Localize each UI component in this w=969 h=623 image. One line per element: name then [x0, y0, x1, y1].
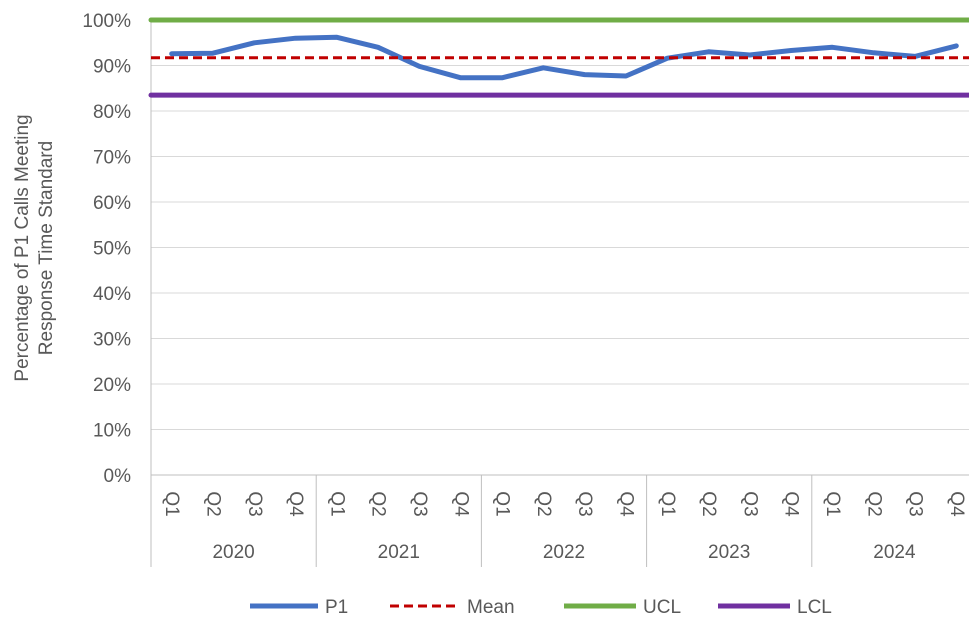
- x-tick-label-quarter: Q2: [863, 491, 884, 516]
- series-line-p1: [169, 34, 959, 81]
- legend-label-p1: P1: [325, 597, 348, 618]
- x-tick-label-year: 2020: [212, 542, 254, 563]
- x-tick-label-quarter: Q2: [533, 491, 554, 516]
- y-tick-label: 90%: [93, 57, 131, 78]
- y-tick-label: 20%: [93, 375, 131, 396]
- y-tick-label: 10%: [93, 421, 131, 442]
- y-axis-tick-labels: 0% 10% 20% 30% 40% 50% 60% 70% 80% 90% 100%: [82, 11, 131, 487]
- y-tick-label: 0%: [104, 466, 132, 487]
- x-tick-label-quarter: Q3: [905, 491, 926, 516]
- x-tick-label-quarter: Q4: [946, 491, 967, 517]
- y-tick-label: 100%: [82, 11, 131, 32]
- y-tick-label: 40%: [93, 284, 131, 305]
- series-lines: [148, 17, 969, 98]
- x-axis: Q1 Q2 Q3 Q4 Q1 Q2 Q3 Q4 Q1 Q2 Q3 Q4 Q1 Q2 Q3 Q4 Q1 Q2 Q3 Q4…: [150, 20, 969, 567]
- legend-label-ucl: UCL: [643, 597, 681, 618]
- x-tick-label-quarter: Q3: [244, 491, 265, 516]
- x-tick-label-year: 2023: [708, 542, 750, 563]
- x-tick-label-quarter: Q4: [781, 491, 802, 517]
- y-tick-label: 80%: [93, 102, 131, 123]
- x-tick-label-quarter: Q1: [657, 491, 678, 516]
- x-tick-label-quarter: Q4: [615, 491, 636, 517]
- legend-label-lcl: LCL: [797, 597, 832, 618]
- x-tick-label-year: 2024: [873, 542, 916, 563]
- y-tick-label: 30%: [93, 330, 131, 351]
- gridlines: [151, 19, 969, 476]
- y-axis-title-line-1: Percentage of P1 Calls Meeting: [12, 114, 33, 381]
- y-tick-label: 50%: [93, 239, 131, 260]
- x-tick-label-quarter: Q3: [409, 491, 430, 516]
- x-tick-label-quarter: Q1: [161, 491, 182, 516]
- x-tick-label-quarter: Q2: [368, 491, 389, 516]
- x-tick-label-quarter: Q1: [822, 491, 843, 516]
- x-tick-label-year: 2021: [378, 542, 420, 563]
- x-tick-label-quarter: Q3: [739, 491, 760, 516]
- x-tick-label-quarter: Q1: [326, 491, 347, 516]
- y-tick-label: 60%: [93, 193, 131, 214]
- x-tick-label-quarter: Q2: [202, 491, 223, 516]
- y-axis-title-line-2: Response Time Standard: [36, 141, 57, 355]
- y-axis-title: Percentage of P1 Calls Meeting Response …: [12, 114, 57, 381]
- x-tick-label-quarter: Q1: [492, 491, 513, 516]
- x-tick-label-quarter: Q4: [450, 491, 471, 517]
- x-tick-label-quarter: Q4: [285, 491, 306, 517]
- y-tick-label: 70%: [93, 148, 131, 169]
- legend-label-mean: Mean: [467, 597, 515, 618]
- x-tick-label-quarter: Q3: [574, 491, 595, 516]
- legend: P1 Mean UCL LCL: [250, 597, 832, 618]
- x-tick-label-year: 2022: [543, 542, 585, 563]
- x-tick-label-quarter: Q2: [698, 491, 719, 516]
